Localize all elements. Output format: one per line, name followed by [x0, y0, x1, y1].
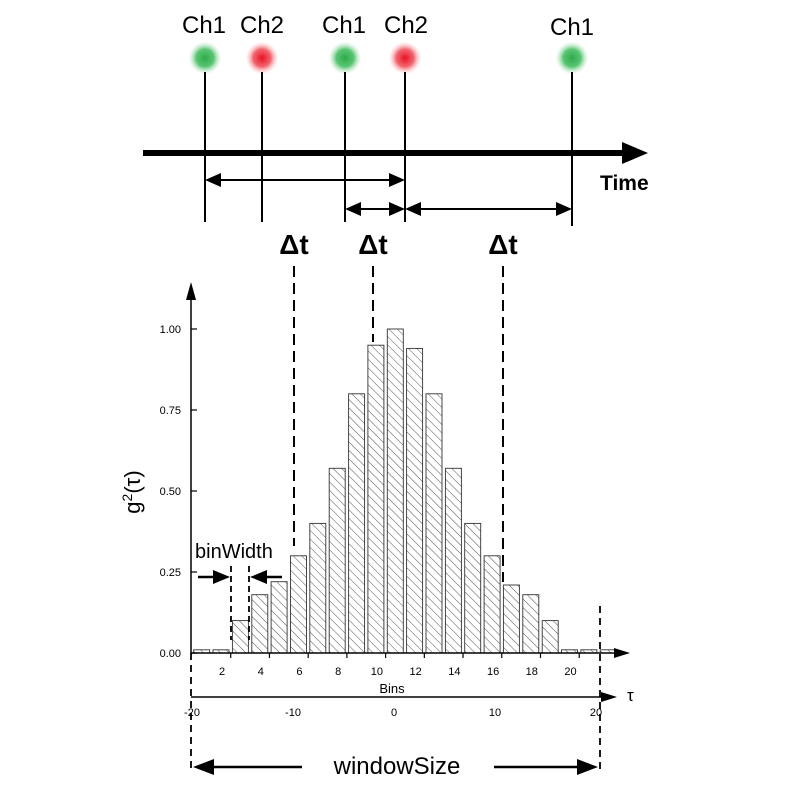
y-label-sup: 2	[119, 493, 135, 501]
window-size-label: windowSize	[333, 753, 461, 780]
histogram-bar-12	[406, 347, 424, 654]
bin-width-label: binWidth	[195, 541, 273, 563]
delay-arrow-3	[405, 202, 572, 216]
bin-tick-label: 4	[258, 666, 264, 678]
bin-tick-label: 8	[335, 666, 341, 678]
y-axis-label: g2(τ)	[119, 470, 145, 513]
tau-axis-label: τ	[627, 686, 634, 705]
histogram-bar-14	[444, 467, 462, 654]
y-ticks: 0.00 0.25 0.50 0.75 1.00	[160, 324, 197, 660]
bins-axis-arrowhead	[614, 648, 630, 658]
y-label-arg: (τ)	[120, 470, 145, 493]
photon-green-icon	[329, 42, 361, 74]
histogram: 0.000.250.500.751.00 g2(τ) 2 4 6 8 10 12 14 16 1…	[119, 266, 634, 780]
time-axis-arrowhead	[622, 142, 648, 164]
histogram-bars	[193, 328, 617, 654]
histogram-bar-5	[270, 581, 288, 654]
photon-event-3: Ch1	[322, 12, 366, 222]
tau-axis-arrowhead	[601, 692, 617, 702]
photon-event-5: Ch1	[550, 14, 594, 226]
y-tick-label: 0.25	[160, 567, 181, 579]
tau-tick-label: -20	[184, 707, 200, 719]
photon-green-icon	[189, 42, 221, 74]
bin-tick-label: 20	[564, 666, 576, 678]
y-label-base: g	[120, 501, 145, 513]
channel-label: Ch1	[550, 14, 594, 41]
histogram-bar-9	[348, 393, 366, 654]
delta-t-label-3: Δt	[488, 229, 517, 260]
window-size-annotation: windowSize	[193, 753, 598, 780]
photon-red-icon	[389, 42, 421, 74]
channel-label: Ch2	[240, 12, 284, 39]
bin-tick-label: 14	[448, 666, 460, 678]
bin-ticks: 2 4 6 8 10 12 14 16 18 20	[219, 653, 580, 678]
bin-tick-label: 2	[219, 666, 225, 678]
tau-tick-label: 20	[590, 707, 602, 719]
tau-tick-label: 10	[489, 707, 501, 719]
histogram-bar-11	[386, 328, 404, 654]
bin-tick-label: 6	[296, 666, 302, 678]
photon-event-1: Ch1	[182, 12, 226, 222]
histogram-bar-3	[231, 620, 249, 654]
y-tick-label: 1.00	[160, 324, 181, 336]
photon-event-2: Ch2	[240, 12, 284, 222]
bin-tick-label: 18	[526, 666, 538, 678]
bin-tick-label: 16	[487, 666, 499, 678]
histogram-bar-7	[309, 522, 327, 654]
histogram-bar-15	[464, 522, 482, 654]
channel-label: Ch2	[384, 12, 428, 39]
histogram-bar-17	[502, 584, 520, 654]
bins-axis-label: Bins	[379, 681, 405, 696]
histogram-bar-6	[290, 555, 307, 654]
histogram-bar-13	[425, 393, 443, 654]
histogram-bar-19	[541, 620, 559, 654]
histogram-bar-18	[522, 594, 540, 654]
histogram-bar-10	[367, 344, 385, 654]
y-tick-label: 0.00	[160, 648, 181, 660]
bin-width-annotation: binWidth	[195, 541, 282, 640]
tau-tick-label: -10	[285, 707, 301, 719]
y-tick-label: 0.50	[160, 486, 181, 498]
histogram-bar-8	[328, 467, 346, 654]
photon-event-4: Ch2	[384, 12, 428, 222]
photon-red-icon	[246, 42, 278, 74]
y-axis-arrowhead	[186, 282, 196, 300]
delta-t-label-1: Δt	[279, 229, 308, 260]
delay-arrow-1	[205, 173, 405, 187]
time-axis-label: Time	[600, 172, 649, 195]
delta-t-label-2: Δt	[358, 229, 387, 260]
tau-ticks: -20 -10 0 10 20	[184, 707, 602, 719]
channel-label: Ch1	[182, 12, 226, 39]
channel-label: Ch1	[322, 12, 366, 39]
tau-tick-label: 0	[391, 707, 397, 719]
photon-green-icon	[556, 42, 588, 74]
histogram-bar-16	[483, 555, 501, 654]
y-tick-label: 0.75	[160, 405, 181, 417]
bin-tick-label: 10	[371, 666, 383, 678]
timeline: Time Ch1 Ch2 Ch1 Ch2 Ch1	[143, 12, 649, 260]
histogram-bar-4	[251, 594, 269, 654]
bin-tick-label: 12	[410, 666, 422, 678]
delay-arrow-2	[345, 202, 405, 216]
